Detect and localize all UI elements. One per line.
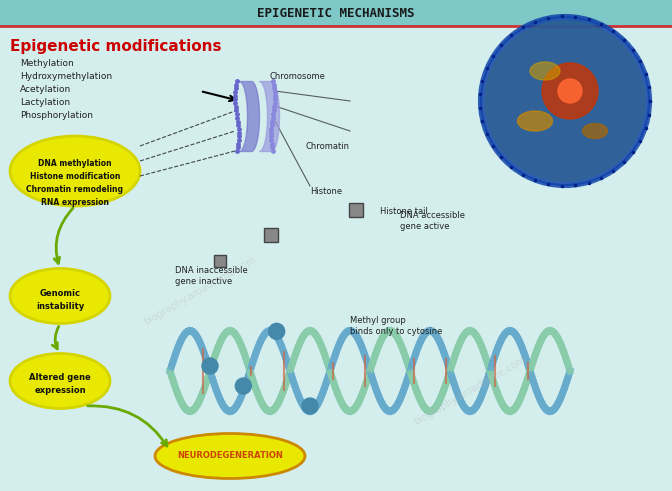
Text: DNA accessible
gene active: DNA accessible gene active — [400, 211, 465, 231]
Text: Chromosome: Chromosome — [270, 72, 326, 81]
Circle shape — [235, 378, 251, 394]
Text: RNA expression: RNA expression — [41, 198, 109, 207]
Circle shape — [485, 21, 645, 181]
Text: Methylation: Methylation — [20, 59, 74, 68]
Ellipse shape — [155, 434, 305, 479]
Text: Histone tail: Histone tail — [380, 207, 428, 216]
Circle shape — [302, 398, 318, 414]
Text: Histone: Histone — [310, 187, 342, 195]
Ellipse shape — [10, 269, 110, 324]
Text: Chromatin: Chromatin — [305, 141, 349, 151]
Circle shape — [269, 324, 285, 339]
FancyBboxPatch shape — [214, 255, 226, 267]
Text: EPIGENETIC MECHANISMS: EPIGENETIC MECHANISMS — [257, 6, 415, 20]
Text: Hydroxymethylation: Hydroxymethylation — [20, 72, 112, 81]
Text: Methyl group
binds only to cytosine: Methyl group binds only to cytosine — [350, 316, 442, 336]
FancyBboxPatch shape — [0, 0, 672, 26]
Text: Lactylation: Lactylation — [20, 98, 70, 107]
Text: NEURODEGENERATION: NEURODEGENERATION — [177, 452, 283, 461]
FancyBboxPatch shape — [349, 203, 363, 217]
Circle shape — [480, 16, 650, 186]
FancyBboxPatch shape — [264, 228, 278, 242]
Text: biography.aroadtome.com: biography.aroadtome.com — [142, 255, 258, 327]
Text: Histone modification: Histone modification — [30, 172, 120, 181]
Circle shape — [202, 358, 218, 374]
Circle shape — [558, 79, 582, 103]
Circle shape — [542, 63, 598, 119]
Text: DNA methylation: DNA methylation — [38, 159, 112, 168]
Text: Genomic: Genomic — [40, 289, 81, 298]
Ellipse shape — [10, 354, 110, 409]
Ellipse shape — [530, 62, 560, 80]
Text: Chromatin remodeling: Chromatin remodeling — [26, 185, 124, 194]
Text: expression: expression — [34, 386, 86, 395]
Text: Altered gene: Altered gene — [29, 373, 91, 382]
Text: biography.aroadtome.com: biography.aroadtome.com — [412, 355, 528, 427]
Text: Epigenetic modifications: Epigenetic modifications — [10, 39, 222, 54]
Text: Phosphorylation: Phosphorylation — [20, 111, 93, 120]
Ellipse shape — [517, 111, 552, 131]
Ellipse shape — [10, 136, 140, 206]
Text: DNA inaccessible
gene inactive: DNA inaccessible gene inactive — [175, 266, 248, 286]
Ellipse shape — [583, 124, 607, 138]
Text: Acetylation: Acetylation — [20, 85, 71, 94]
Text: instability: instability — [36, 302, 84, 311]
